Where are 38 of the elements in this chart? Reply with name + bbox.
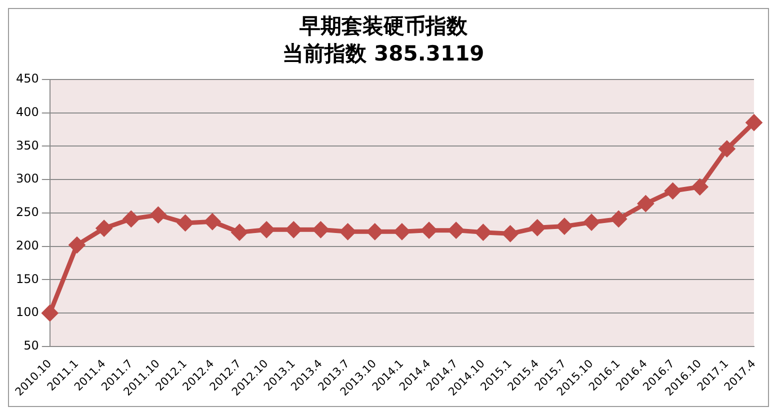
y-tick-label: 100 (16, 305, 39, 320)
point (123, 211, 139, 227)
point (340, 224, 356, 240)
point (746, 114, 762, 130)
y-tick-label: 350 (16, 138, 39, 152)
point (42, 305, 58, 321)
y-tick-label: 400 (16, 104, 39, 119)
point (692, 179, 708, 195)
point (475, 224, 491, 240)
point (584, 214, 600, 230)
point (665, 183, 681, 199)
point (556, 218, 572, 234)
point (258, 222, 274, 238)
y-tick-label: 200 (16, 238, 39, 252)
y-tick-label: 50 (24, 338, 39, 353)
point (367, 224, 383, 240)
point (448, 222, 464, 238)
point (286, 222, 302, 238)
chart-subtitle: 当前指数 385.3119 (282, 41, 484, 66)
point (204, 214, 220, 230)
point (638, 196, 654, 212)
y-tick-label: 450 (16, 72, 39, 86)
point (178, 215, 194, 231)
point (96, 220, 112, 236)
point (502, 226, 518, 242)
y-tick-label: 150 (16, 272, 39, 286)
point (232, 224, 248, 240)
y-tick-label: 300 (16, 172, 39, 186)
point (421, 222, 437, 238)
point (150, 207, 166, 223)
point (312, 222, 328, 238)
chart-title: 早期套装硬币指数 (298, 14, 468, 38)
point (394, 224, 410, 240)
point (69, 237, 85, 253)
point (530, 220, 546, 236)
y-tick-label: 250 (16, 205, 39, 220)
point (610, 211, 626, 227)
point (719, 141, 735, 157)
